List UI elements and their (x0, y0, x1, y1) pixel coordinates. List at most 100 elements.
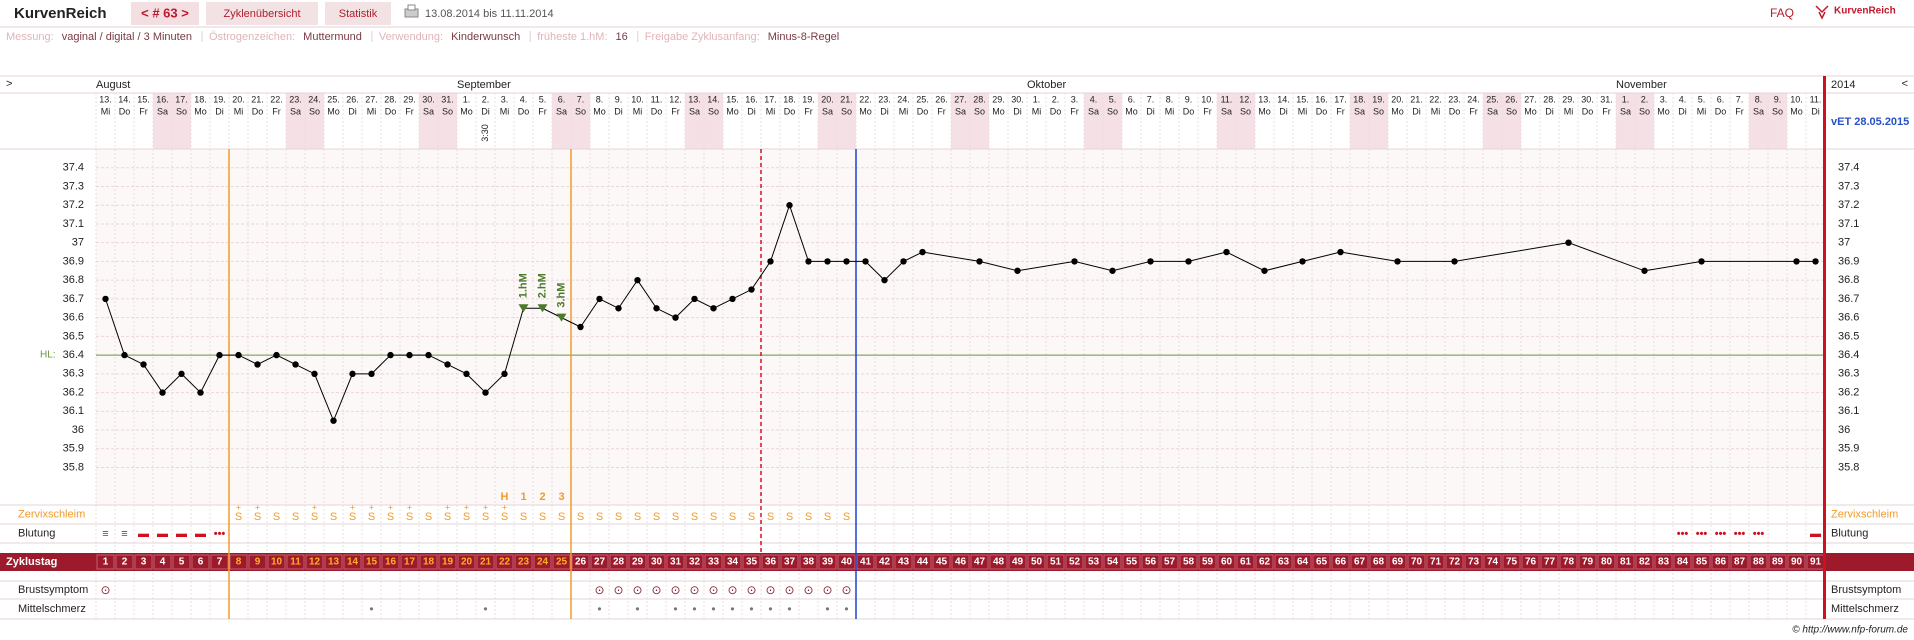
date-label: 30. (422, 94, 435, 104)
cycle-day: 27 (594, 557, 606, 568)
date-label: 17. (175, 94, 188, 104)
temperature-point (197, 389, 204, 396)
midpain-mark: • (369, 602, 373, 616)
month-label: September (457, 79, 511, 91)
cycle-day-cell (1179, 554, 1198, 570)
cycle-day-cell (1008, 554, 1027, 570)
cycle-day: 13 (328, 557, 340, 568)
temperature-point (1261, 267, 1268, 274)
date-label: 6. (1717, 94, 1725, 104)
date-label: 18. (194, 94, 207, 104)
tab-box[interactable] (206, 2, 318, 25)
y-tick-label-right: 36.7 (1838, 293, 1859, 305)
row-label: Brustsymptom (18, 584, 88, 596)
cycle-nav-box[interactable] (131, 2, 199, 25)
midpain-mark: • (483, 602, 487, 616)
date-label: 21. (840, 94, 853, 104)
weekday-label: Mi (1165, 106, 1175, 116)
weekday-label: So (1107, 106, 1118, 116)
weekday-label: Mi (766, 106, 776, 116)
date-label: 27. (365, 94, 378, 104)
nav-prev[interactable]: > (6, 78, 12, 90)
date-label: 14. (707, 94, 720, 104)
weekend-column (704, 93, 723, 149)
cycle-day-cell (1027, 554, 1046, 570)
breast-mark: ⊙ (632, 583, 642, 597)
temperature-point (1812, 258, 1819, 265)
cycle-day-cell (1274, 554, 1293, 570)
weekday-label: Di (348, 106, 357, 116)
temperature-point (976, 258, 983, 265)
cycle-day: 80 (1601, 557, 1613, 568)
cervix-mark: S (577, 511, 584, 523)
cycle-day-cell (1521, 554, 1540, 570)
tab-box[interactable] (325, 2, 391, 25)
date-label: 20. (821, 94, 834, 104)
midpain-mark: • (692, 602, 696, 616)
date-label: 11. (1221, 94, 1233, 104)
row-label: Zervixschleim (18, 508, 85, 520)
cycle-day: 35 (746, 557, 758, 568)
cycle-day: 72 (1449, 557, 1461, 568)
cycle-day: 86 (1715, 557, 1727, 568)
y-tick-label-right: 37.3 (1838, 180, 1859, 192)
weekday-label: Fr (272, 106, 281, 116)
date-label: 20. (1391, 94, 1404, 104)
weekday-label: So (974, 106, 985, 116)
cycle-nav[interactable]: < # 63 > (141, 5, 189, 20)
date-label: 2. (482, 94, 490, 104)
temperature-point (1793, 258, 1800, 265)
date-label: 8. (1755, 94, 1763, 104)
y-tick-label: 36.7 (63, 293, 84, 305)
y-tick-label-right: 36 (1838, 424, 1850, 436)
cervix-mark: S (596, 511, 603, 523)
date-label: 13. (99, 94, 112, 104)
weekday-label: Di (614, 106, 623, 116)
cycle-day: 61 (1240, 557, 1252, 568)
cycle-day: 75 (1506, 557, 1518, 568)
date-label: 15. (137, 94, 150, 104)
y-tick-label-right: 36.9 (1838, 255, 1859, 267)
faq-link[interactable]: FAQ (1770, 6, 1794, 20)
nav-next[interactable]: < (1902, 78, 1908, 90)
cycle-day-cell (1654, 554, 1673, 570)
date-label: 1. (1033, 94, 1041, 104)
date-label: 12. (669, 94, 682, 104)
weekday-label: Fr (671, 106, 680, 116)
cycle-day-cell (343, 554, 362, 570)
cycle-day-cell (723, 554, 742, 570)
cycle-day: 66 (1335, 557, 1347, 568)
temperature-point (1698, 258, 1705, 265)
tab[interactable]: Statistik (339, 8, 378, 20)
temperature-point (1641, 267, 1648, 274)
cycle-day: 30 (651, 557, 663, 568)
cycle-day: 21 (480, 557, 492, 568)
date-label: 10. (1790, 94, 1803, 104)
cycle-day-cell (267, 554, 286, 570)
cycle-day: 34 (727, 557, 739, 568)
date-label: 3. (1660, 94, 1668, 104)
info-value: Kinderwunsch (451, 31, 520, 43)
tab[interactable]: Zyklenübersicht (223, 8, 300, 20)
cycle-day-cell (1084, 554, 1103, 570)
breast-mark: ⊙ (822, 583, 832, 597)
print-icon[interactable] (404, 4, 419, 18)
cycle-day: 22 (499, 557, 511, 568)
midpain-mark: • (635, 602, 639, 616)
row-label: Zyklustag (6, 556, 57, 568)
y-tick-label-right: 37.4 (1838, 162, 1859, 174)
weekday-label: Fr (1336, 106, 1345, 116)
cycle-day-cell (1692, 554, 1711, 570)
bleeding-mark: ••• (1715, 528, 1727, 540)
y-tick-label-right: 37.1 (1838, 218, 1859, 230)
bleeding-mark: ▬ (176, 528, 187, 540)
cycle-day: 77 (1544, 557, 1556, 568)
weekday-label: So (575, 106, 586, 116)
cycle-day-cell (134, 554, 153, 570)
cycle-day-cell (286, 554, 305, 570)
y-tick-label-right: 36.4 (1838, 349, 1859, 361)
weekend-column (571, 93, 590, 149)
temperature-point (672, 314, 679, 321)
high-measurement-label: 3.hM (555, 283, 567, 308)
date-label: 16. (745, 94, 758, 104)
